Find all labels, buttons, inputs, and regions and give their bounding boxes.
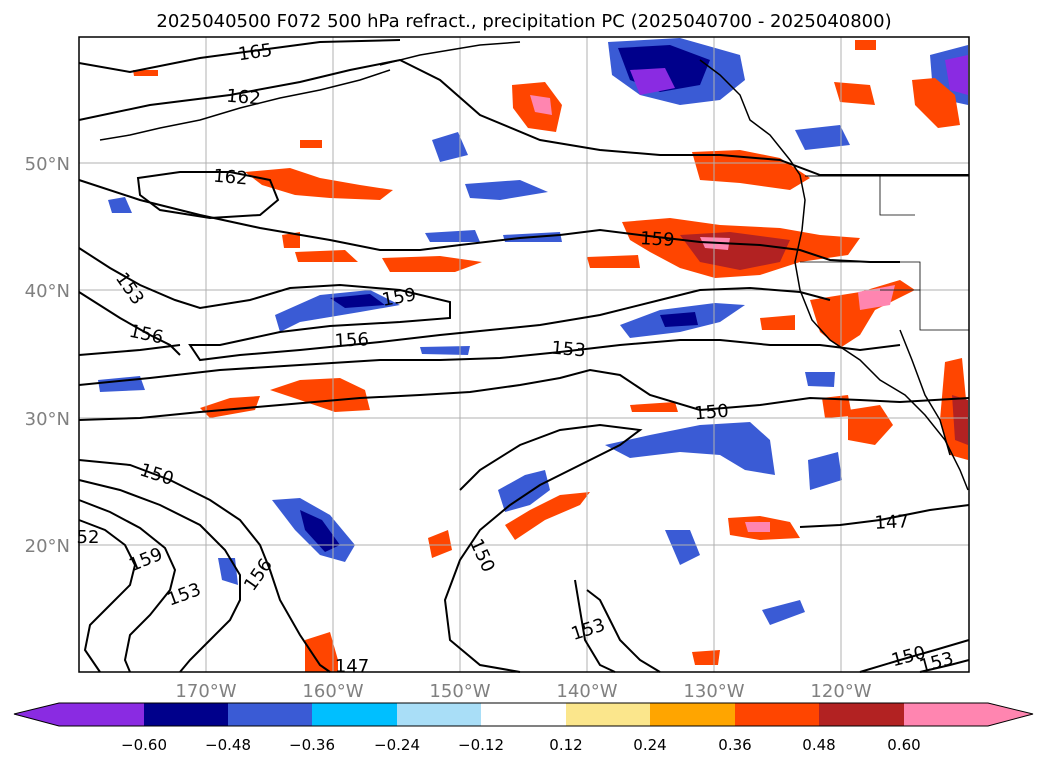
colorbar-extend-min xyxy=(14,703,144,726)
colorbar-segment xyxy=(566,703,650,726)
colorbar-outline xyxy=(13,702,1034,727)
contour-label: 162 xyxy=(225,86,261,110)
colorbar-ticks: −0.60 −0.48 −0.36 −0.24 −0.12 0.12 0.24 … xyxy=(121,736,921,754)
map-area: 165 162 162 153 156 159 156 159 153 150 … xyxy=(77,36,970,678)
contour-label: 147 xyxy=(335,656,369,677)
colorbar-tick-label: 0.24 xyxy=(633,736,666,754)
precip-negative-area xyxy=(108,197,132,213)
precip-negative-area xyxy=(498,470,550,512)
colorbar-segment xyxy=(735,703,819,726)
colorbar-tick-label: 0.12 xyxy=(549,736,582,754)
precip-negative-area xyxy=(420,346,470,355)
precip-negative-area xyxy=(805,372,835,387)
map-frame xyxy=(78,36,970,673)
contour-label: 52 xyxy=(77,527,100,548)
precip-negative-area xyxy=(425,230,480,242)
precip-positive-core xyxy=(745,522,770,532)
precip-negative-core xyxy=(945,55,968,95)
contour-label: 156 xyxy=(334,329,369,352)
precip-positive-area xyxy=(200,396,260,418)
precip-positive-area xyxy=(133,70,158,76)
baja-california xyxy=(899,329,951,456)
precip-positive-area xyxy=(760,315,795,330)
lon-label: 150°W xyxy=(429,681,490,702)
precip-positive-core xyxy=(952,395,968,445)
precip-positive-area xyxy=(912,78,960,128)
contour-labels: 165 162 162 153 156 159 156 159 153 150 … xyxy=(77,40,956,678)
colorbar-segment xyxy=(312,703,397,726)
colorbar-segments xyxy=(14,703,1033,726)
precip-negative-area xyxy=(795,125,850,150)
colorbar-extend-max xyxy=(904,703,1033,726)
lon-label: 160°W xyxy=(302,681,363,702)
precip-negative-area xyxy=(808,452,842,490)
lon-label: 120°W xyxy=(810,681,871,702)
lat-label: 50°N xyxy=(25,154,70,175)
colorbar-tick-label: 0.60 xyxy=(887,736,920,754)
contour-label: 153 xyxy=(550,338,586,362)
precip-negative-area xyxy=(665,530,700,565)
colorbar-tick-label: 0.48 xyxy=(802,736,835,754)
colorbar-tick-label: −0.12 xyxy=(458,736,504,754)
precip-positive-area xyxy=(295,250,358,262)
lon-label: 140°W xyxy=(556,681,617,702)
grid-lines xyxy=(79,37,969,672)
precip-negative-area xyxy=(432,132,468,162)
contour-label: 159 xyxy=(640,228,675,251)
lat-label: 30°N xyxy=(25,409,70,430)
colorbar-tick-label: −0.24 xyxy=(374,736,420,754)
precip-positive-area xyxy=(848,405,893,445)
precip-negative-core xyxy=(660,312,698,327)
aleutian-islands xyxy=(99,69,391,141)
colorbar-tick-label: −0.48 xyxy=(205,736,251,754)
precip-negative-core xyxy=(300,510,340,552)
precip-negative-area xyxy=(605,422,775,475)
precip-negative-area xyxy=(465,180,548,200)
lon-label: 170°W xyxy=(175,681,236,702)
precip-positive-area xyxy=(587,255,640,268)
precip-negative-core xyxy=(330,294,385,308)
precip-positive-area xyxy=(300,140,322,148)
longitude-labels: 170°W 160°W 150°W 140°W 130°W 120°W xyxy=(175,681,871,702)
contour-label: 150 xyxy=(693,401,729,425)
precip-positive-area xyxy=(630,402,678,412)
precip-positive-area xyxy=(822,395,852,418)
colorbar-segment xyxy=(144,703,228,726)
precip-positive-area xyxy=(855,40,876,50)
contour-label: 165 xyxy=(237,40,274,66)
colorbar-segment xyxy=(650,703,735,726)
colorbar-segment xyxy=(819,703,904,726)
precip-positive-area xyxy=(505,492,590,540)
precip-positive-area xyxy=(282,232,300,248)
contour-label: 162 xyxy=(212,166,248,190)
colorbar-segment xyxy=(228,703,312,726)
contour-label: 147 xyxy=(874,511,909,534)
precip-positive-area xyxy=(382,256,482,272)
contour-lines xyxy=(78,39,970,673)
precip-positive-area xyxy=(692,650,720,665)
precip-positive-core xyxy=(530,95,552,115)
colorbar-segment xyxy=(481,703,566,726)
precip-negative-core xyxy=(630,68,675,95)
lat-label: 20°N xyxy=(25,536,70,557)
colorbar-tick-label: 0.36 xyxy=(718,736,751,754)
precip-positive-area xyxy=(834,82,875,105)
colorbar: −0.60 −0.48 −0.36 −0.24 −0.12 0.12 0.24 … xyxy=(13,702,1034,754)
precip-positive-area xyxy=(270,378,370,412)
precip-positive-core xyxy=(858,285,895,310)
lon-label: 130°W xyxy=(683,681,744,702)
precip-shading xyxy=(98,38,968,672)
precip-positive-area xyxy=(428,530,452,558)
colorbar-segment xyxy=(397,703,481,726)
precip-positive-area xyxy=(245,168,393,200)
latitude-labels: 50°N 40°N 30°N 20°N xyxy=(25,154,70,557)
colorbar-tick-label: −0.36 xyxy=(289,736,335,754)
precip-negative-area xyxy=(762,600,805,625)
north-america-coastline xyxy=(699,59,969,491)
lat-label: 40°N xyxy=(25,281,70,302)
plot-title: 2025040500 F072 500 hPa refract., precip… xyxy=(156,11,891,32)
precip-positive-area xyxy=(305,632,338,672)
colorbar-tick-label: −0.60 xyxy=(121,736,167,754)
